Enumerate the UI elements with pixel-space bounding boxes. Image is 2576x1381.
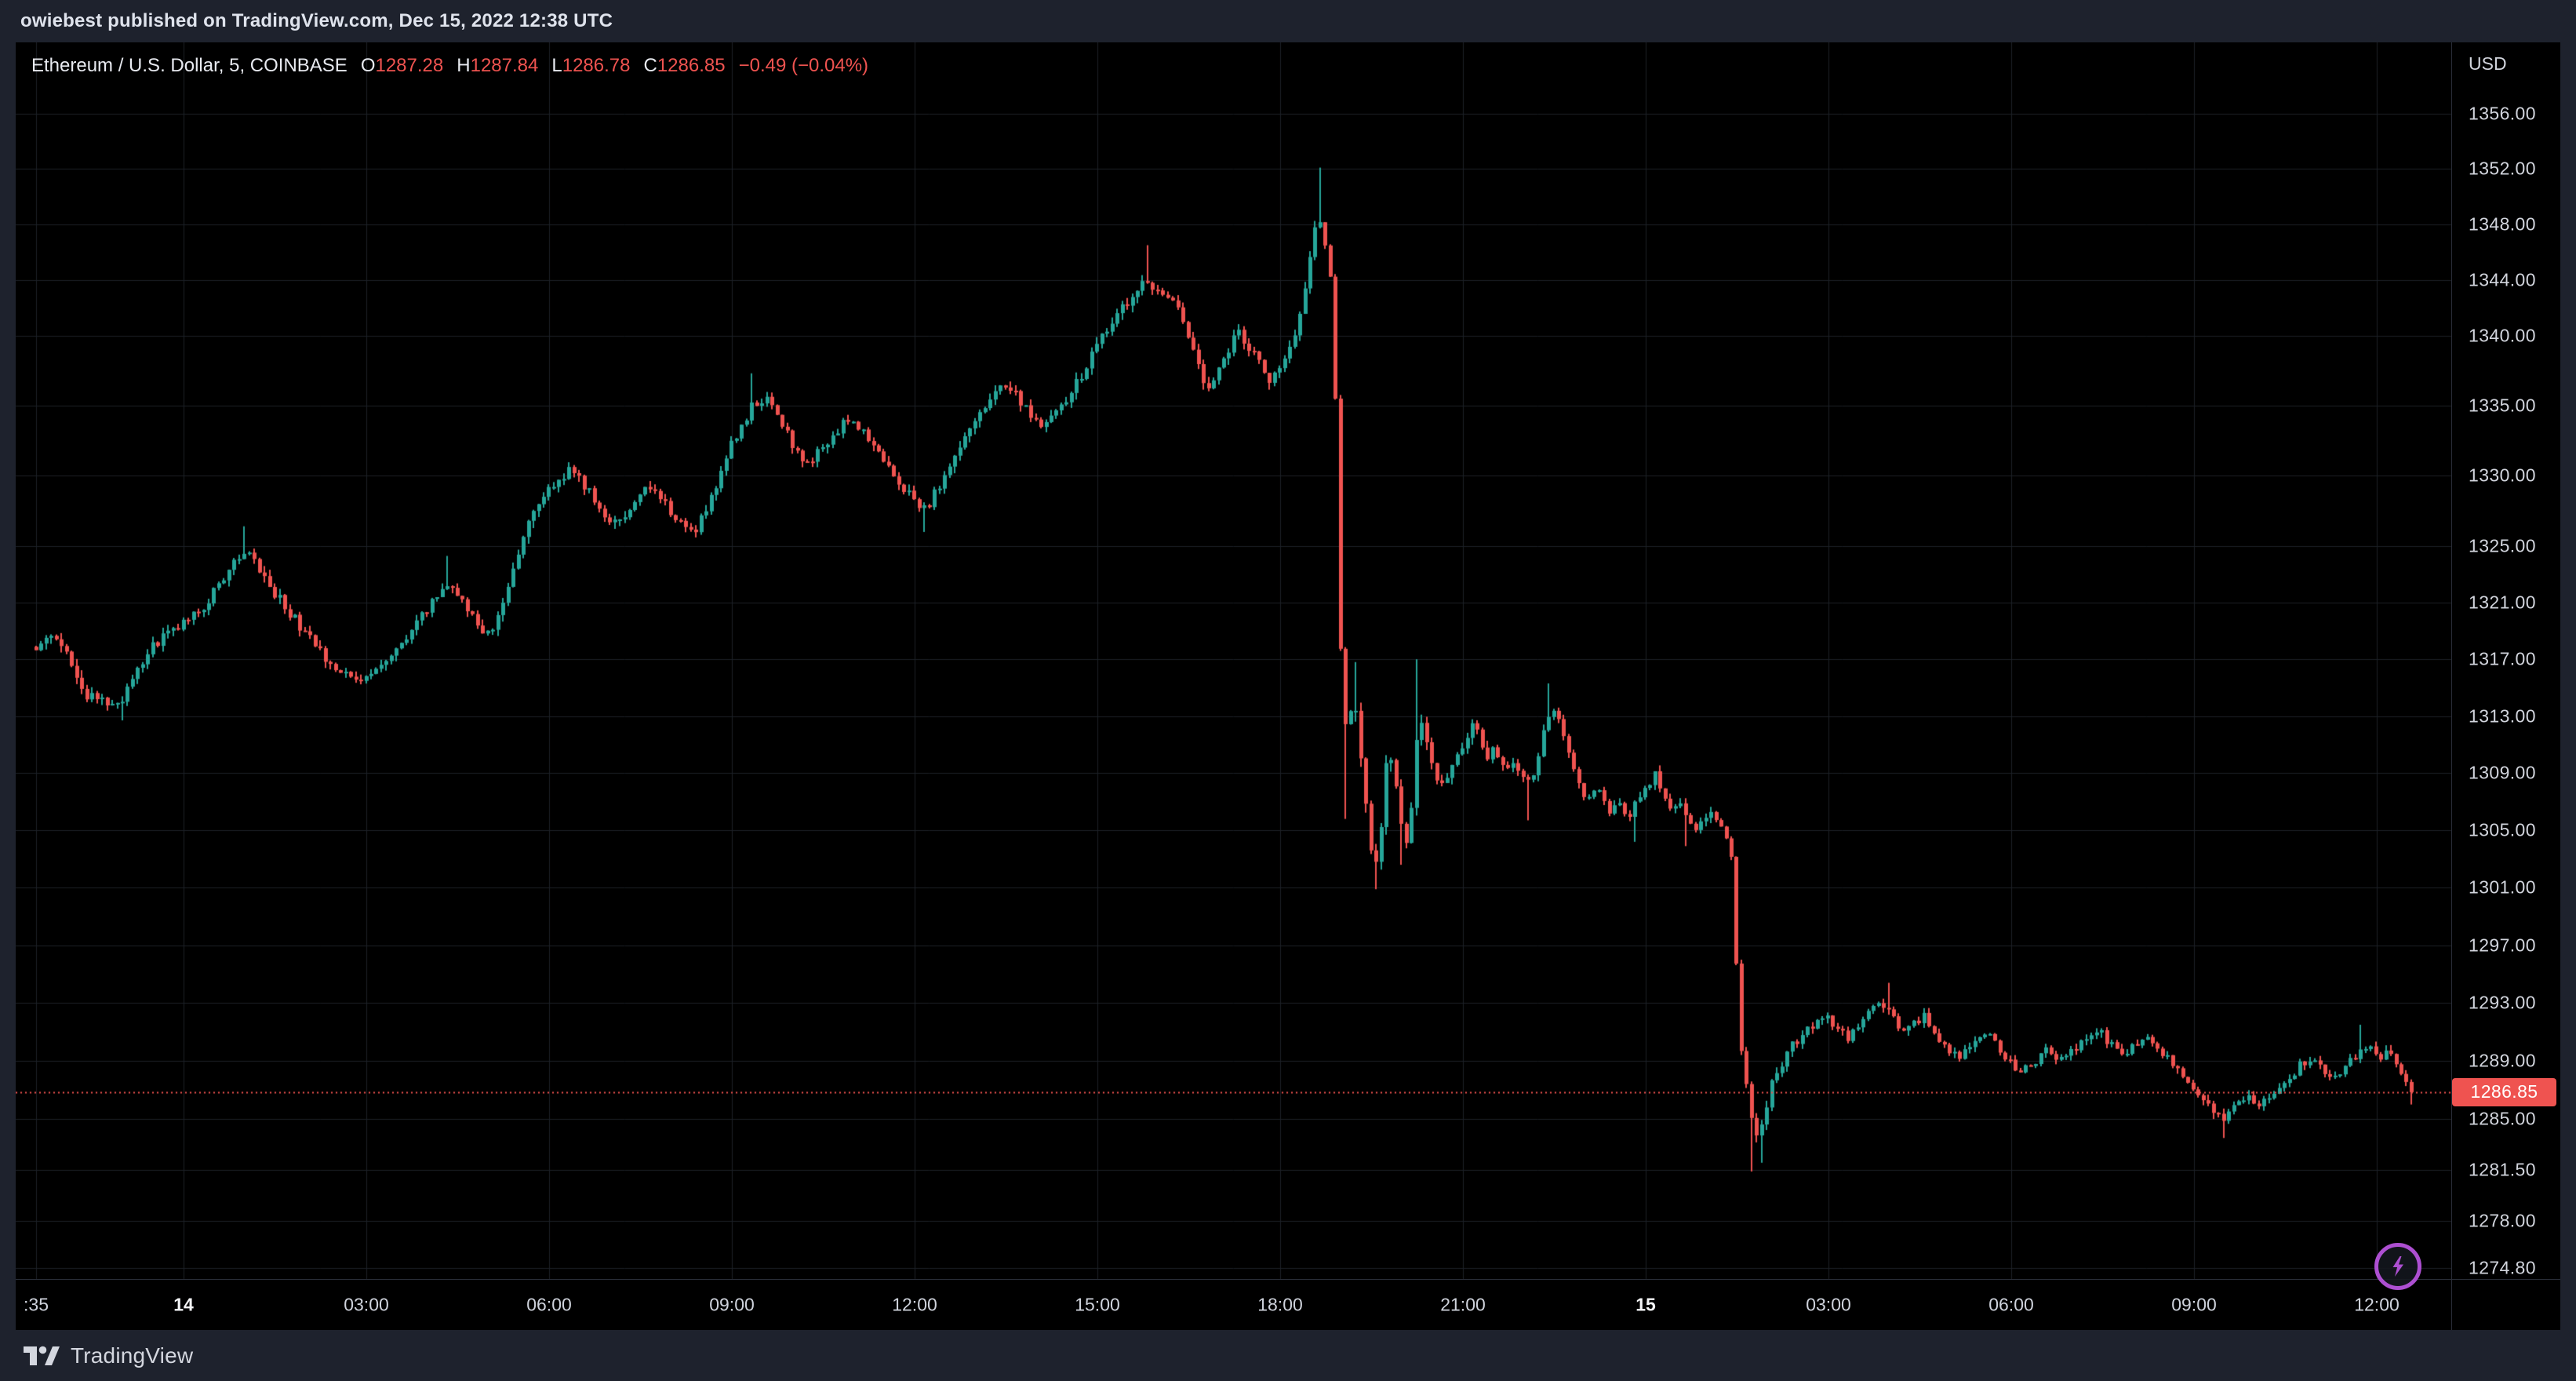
price-axis-label: 1297.00	[2469, 935, 2536, 956]
price-axis-label: 1278.00	[2469, 1210, 2536, 1231]
price-axis-label: 1321.00	[2469, 592, 2536, 613]
symbol-title: Ethereum / U.S. Dollar, 5, COINBASE	[31, 55, 347, 76]
time-axis-label: 06:00	[1988, 1294, 2034, 1315]
publication-title: owiebest published on TradingView.com, D…	[20, 10, 613, 31]
ohlc-open: O1287.28	[360, 55, 444, 76]
time-axis-label: 18:00	[1257, 1294, 1303, 1315]
price-axis-label: 1344.00	[2469, 269, 2536, 290]
price-axis-label: 1305.00	[2469, 819, 2536, 840]
price-axis-label: 1281.50	[2469, 1159, 2536, 1180]
time-axis-label: 09:00	[709, 1294, 755, 1315]
time-axis-label: 03:00	[1806, 1294, 1851, 1315]
lightning-icon	[2392, 1256, 2403, 1277]
price-axis-label: 1313.00	[2469, 705, 2536, 727]
price-axis-separator	[2451, 42, 2452, 1330]
time-axis-label: 21:00	[1440, 1294, 1486, 1315]
price-axis-label: 1285.00	[2469, 1108, 2536, 1129]
time-axis-label: 12:00	[2354, 1294, 2400, 1315]
price-axis-label: 1289.00	[2469, 1050, 2536, 1071]
currency-unit-label: USD	[2469, 53, 2507, 74]
price-axis-label: 1352.00	[2469, 158, 2536, 179]
time-axis-label: 06:00	[526, 1294, 572, 1315]
time-axis-label: 03:00	[344, 1294, 389, 1315]
candlestick-chart-pane[interactable]	[16, 42, 2451, 1279]
price-axis-label: 1335.00	[2469, 395, 2536, 416]
ohlc-low: L1286.78	[551, 55, 631, 76]
flash-button[interactable]	[2374, 1243, 2421, 1290]
price-axis-label: 1356.00	[2469, 103, 2536, 124]
price-axis-label: 1293.00	[2469, 992, 2536, 1013]
price-axis-label: 1330.00	[2469, 465, 2536, 486]
price-axis-label: 1309.00	[2469, 762, 2536, 783]
time-axis-separator	[16, 1279, 2560, 1280]
publication-header: owiebest published on TradingView.com, D…	[0, 0, 2576, 42]
time-axis-label: 15	[1635, 1294, 1656, 1315]
time-axis[interactable]: :35 14 03:00 06:00 09:00 12:00 15:00 18:00 21:00…	[16, 1280, 2560, 1330]
time-axis-label: :35	[24, 1294, 49, 1315]
price-axis-label: 1317.00	[2469, 648, 2536, 669]
last-price-tag: 1286.85	[2452, 1077, 2556, 1106]
price-axis-label: 1274.80	[2469, 1257, 2536, 1278]
ohlc-high: H1287.84	[457, 55, 539, 76]
ohlc-close: C1286.85	[643, 55, 726, 76]
time-axis-label: 15:00	[1075, 1294, 1120, 1315]
time-axis-label: 14	[173, 1294, 194, 1315]
price-axis-label: 1340.00	[2469, 325, 2536, 346]
footer-bar: TradingView	[0, 1330, 2576, 1381]
chart-legend[interactable]: Ethereum / U.S. Dollar, 5, COINBASE O128…	[31, 55, 868, 77]
price-axis-label: 1301.00	[2469, 876, 2536, 898]
price-axis[interactable]: USD 1356.00 1352.00 1348.00 1344.00 1340.00 1…	[2451, 42, 2560, 1330]
time-axis-label: 12:00	[892, 1294, 937, 1315]
chart-widget: Ethereum / U.S. Dollar, 5, COINBASE O128…	[16, 42, 2560, 1330]
tradingview-logo-icon[interactable]	[22, 1343, 60, 1369]
price-change: −0.49 (−0.04%)	[738, 55, 869, 76]
footer-brand-text[interactable]: TradingView	[71, 1343, 194, 1368]
time-axis-label: 09:00	[2171, 1294, 2217, 1315]
price-axis-label: 1348.00	[2469, 213, 2536, 235]
price-axis-label: 1325.00	[2469, 535, 2536, 556]
